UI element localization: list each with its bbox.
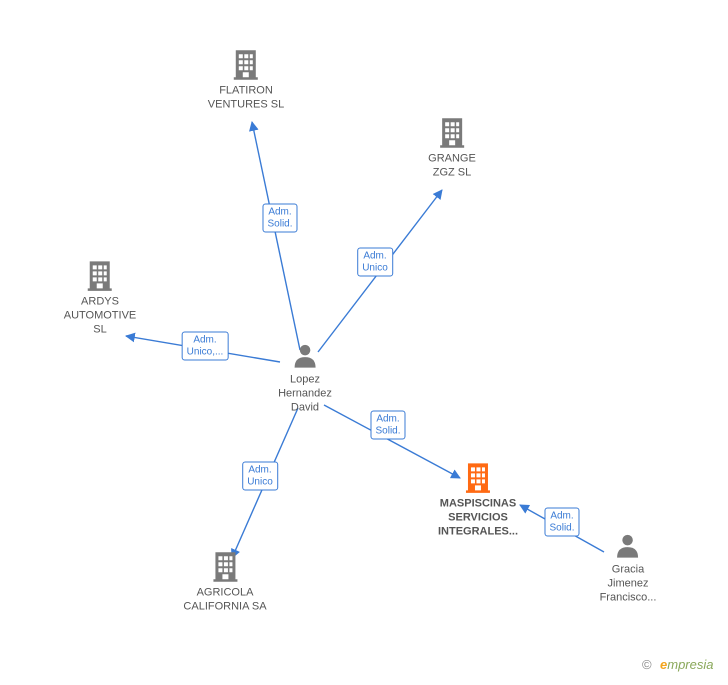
- node-label: MASPISCINAS SERVICIOS INTEGRALES...: [438, 497, 518, 538]
- edge-label: Adm. Solid.: [370, 411, 405, 440]
- node-label: ARDYS AUTOMOTIVE SL: [64, 295, 137, 336]
- company-node[interactable]: FLATIRON VENTURES SL: [208, 48, 284, 112]
- watermark-copyright: ©: [642, 657, 652, 672]
- node-label: Lopez Hernandez David: [278, 373, 332, 414]
- person-icon: [278, 341, 332, 369]
- edge-label: Adm. Unico: [357, 248, 393, 277]
- person-node[interactable]: Lopez Hernandez David: [278, 341, 332, 414]
- edge-label: Adm. Solid.: [544, 508, 579, 537]
- node-label: FLATIRON VENTURES SL: [208, 84, 284, 112]
- watermark-logo-rest: mpresia: [667, 657, 713, 672]
- building-icon: [183, 550, 266, 582]
- node-label: GRANGE ZGZ SL: [428, 152, 476, 180]
- company-node[interactable]: MASPISCINAS SERVICIOS INTEGRALES...: [438, 461, 518, 538]
- person-icon: [600, 531, 657, 559]
- building-icon: [438, 461, 518, 493]
- building-icon: [208, 48, 284, 80]
- building-icon: [428, 116, 476, 148]
- diagram-stage: Lopez Hernandez David FLATIRON VENTURES …: [0, 0, 728, 685]
- edge-label: Adm. Solid.: [262, 204, 297, 233]
- building-icon: [64, 259, 137, 291]
- company-node[interactable]: AGRICOLA CALIFORNIA SA: [183, 550, 266, 614]
- node-label: AGRICOLA CALIFORNIA SA: [183, 586, 266, 614]
- node-label: Gracia Jimenez Francisco...: [600, 563, 657, 604]
- edge-line: [252, 122, 300, 350]
- watermark-logo: empresia: [660, 657, 713, 672]
- person-node[interactable]: Gracia Jimenez Francisco...: [600, 531, 657, 604]
- company-node[interactable]: GRANGE ZGZ SL: [428, 116, 476, 180]
- edge-label: Adm. Unico,...: [182, 332, 229, 361]
- company-node[interactable]: ARDYS AUTOMOTIVE SL: [64, 259, 137, 336]
- edge-label: Adm. Unico: [242, 462, 278, 491]
